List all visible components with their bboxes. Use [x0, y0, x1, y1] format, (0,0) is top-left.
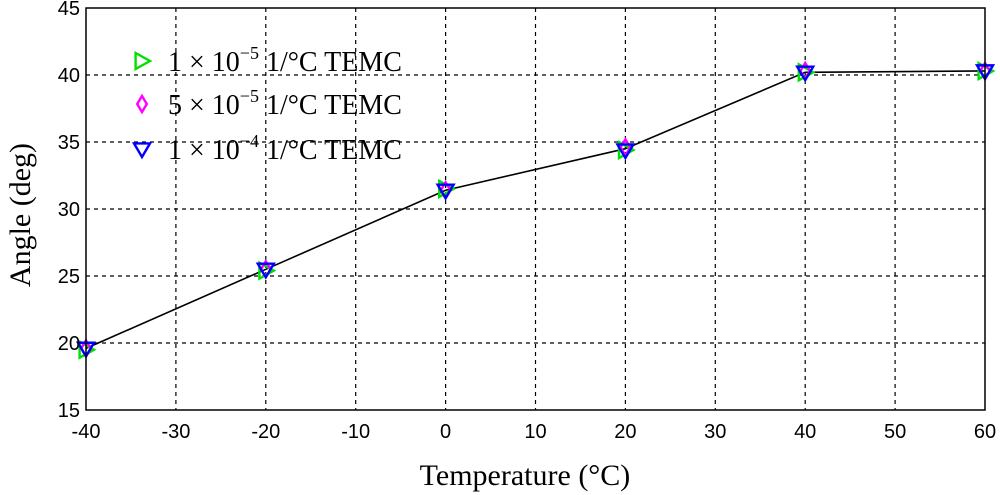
x-tick-label: 50	[884, 421, 906, 443]
x-tick-label: -20	[251, 421, 280, 443]
y-axis-title: Angle (deg)	[4, 143, 37, 287]
plot-frame	[85, 7, 986, 411]
x-tick-label: -30	[161, 421, 190, 443]
series-3-point	[795, 65, 816, 83]
legend-marker-1	[134, 50, 153, 72]
y-tick-label: 25	[58, 266, 80, 288]
legend-marker-2	[135, 93, 149, 115]
legend-label-1: 1 × 10−5 1/°C TEMC	[168, 43, 402, 78]
x-tick-label: 60	[974, 421, 996, 443]
y-tick-label: 35	[58, 132, 80, 154]
x-tick-label: -40	[72, 421, 101, 443]
series-line	[85, 70, 986, 350]
x-tick-label: 40	[794, 421, 816, 443]
legend-marker-3	[131, 142, 153, 160]
y-tick-label: 20	[58, 333, 80, 355]
x-tick-label: 30	[704, 421, 726, 443]
series-3-point	[615, 143, 636, 161]
data-line-group	[85, 70, 986, 350]
series-1-point	[977, 60, 996, 82]
x-tick-label: 0	[440, 421, 451, 443]
y-tick-label: 15	[58, 400, 80, 422]
y-tick-label: 40	[58, 65, 80, 87]
x-tick-label: 10	[524, 421, 546, 443]
series-3-point	[255, 262, 276, 280]
y-tick-label: 45	[58, 0, 80, 20]
series-3-point	[435, 183, 456, 201]
x-axis-title: Temperature (°C)	[420, 459, 631, 492]
markers-group	[75, 60, 996, 360]
x-tick-labels: -40 -30 -20 -10 0 10 20 30 40 50 60	[72, 421, 997, 443]
grid	[86, 8, 985, 410]
y-tick-labels: 15 20 25 30 35 40 45	[58, 0, 80, 422]
legend: 1 × 10−5 1/°C TEMC 5 × 10−5 1/°C TEMC 1 × …	[131, 43, 402, 166]
x-tick-label: -10	[341, 421, 370, 443]
legend-label-3: 1 × 10−4 1/°C TEMC	[168, 131, 402, 166]
y-tick-label: 30	[58, 199, 80, 221]
legend-label-2: 5 × 10−5 1/°C TEMC	[168, 86, 402, 121]
x-tick-label: 20	[614, 421, 636, 443]
